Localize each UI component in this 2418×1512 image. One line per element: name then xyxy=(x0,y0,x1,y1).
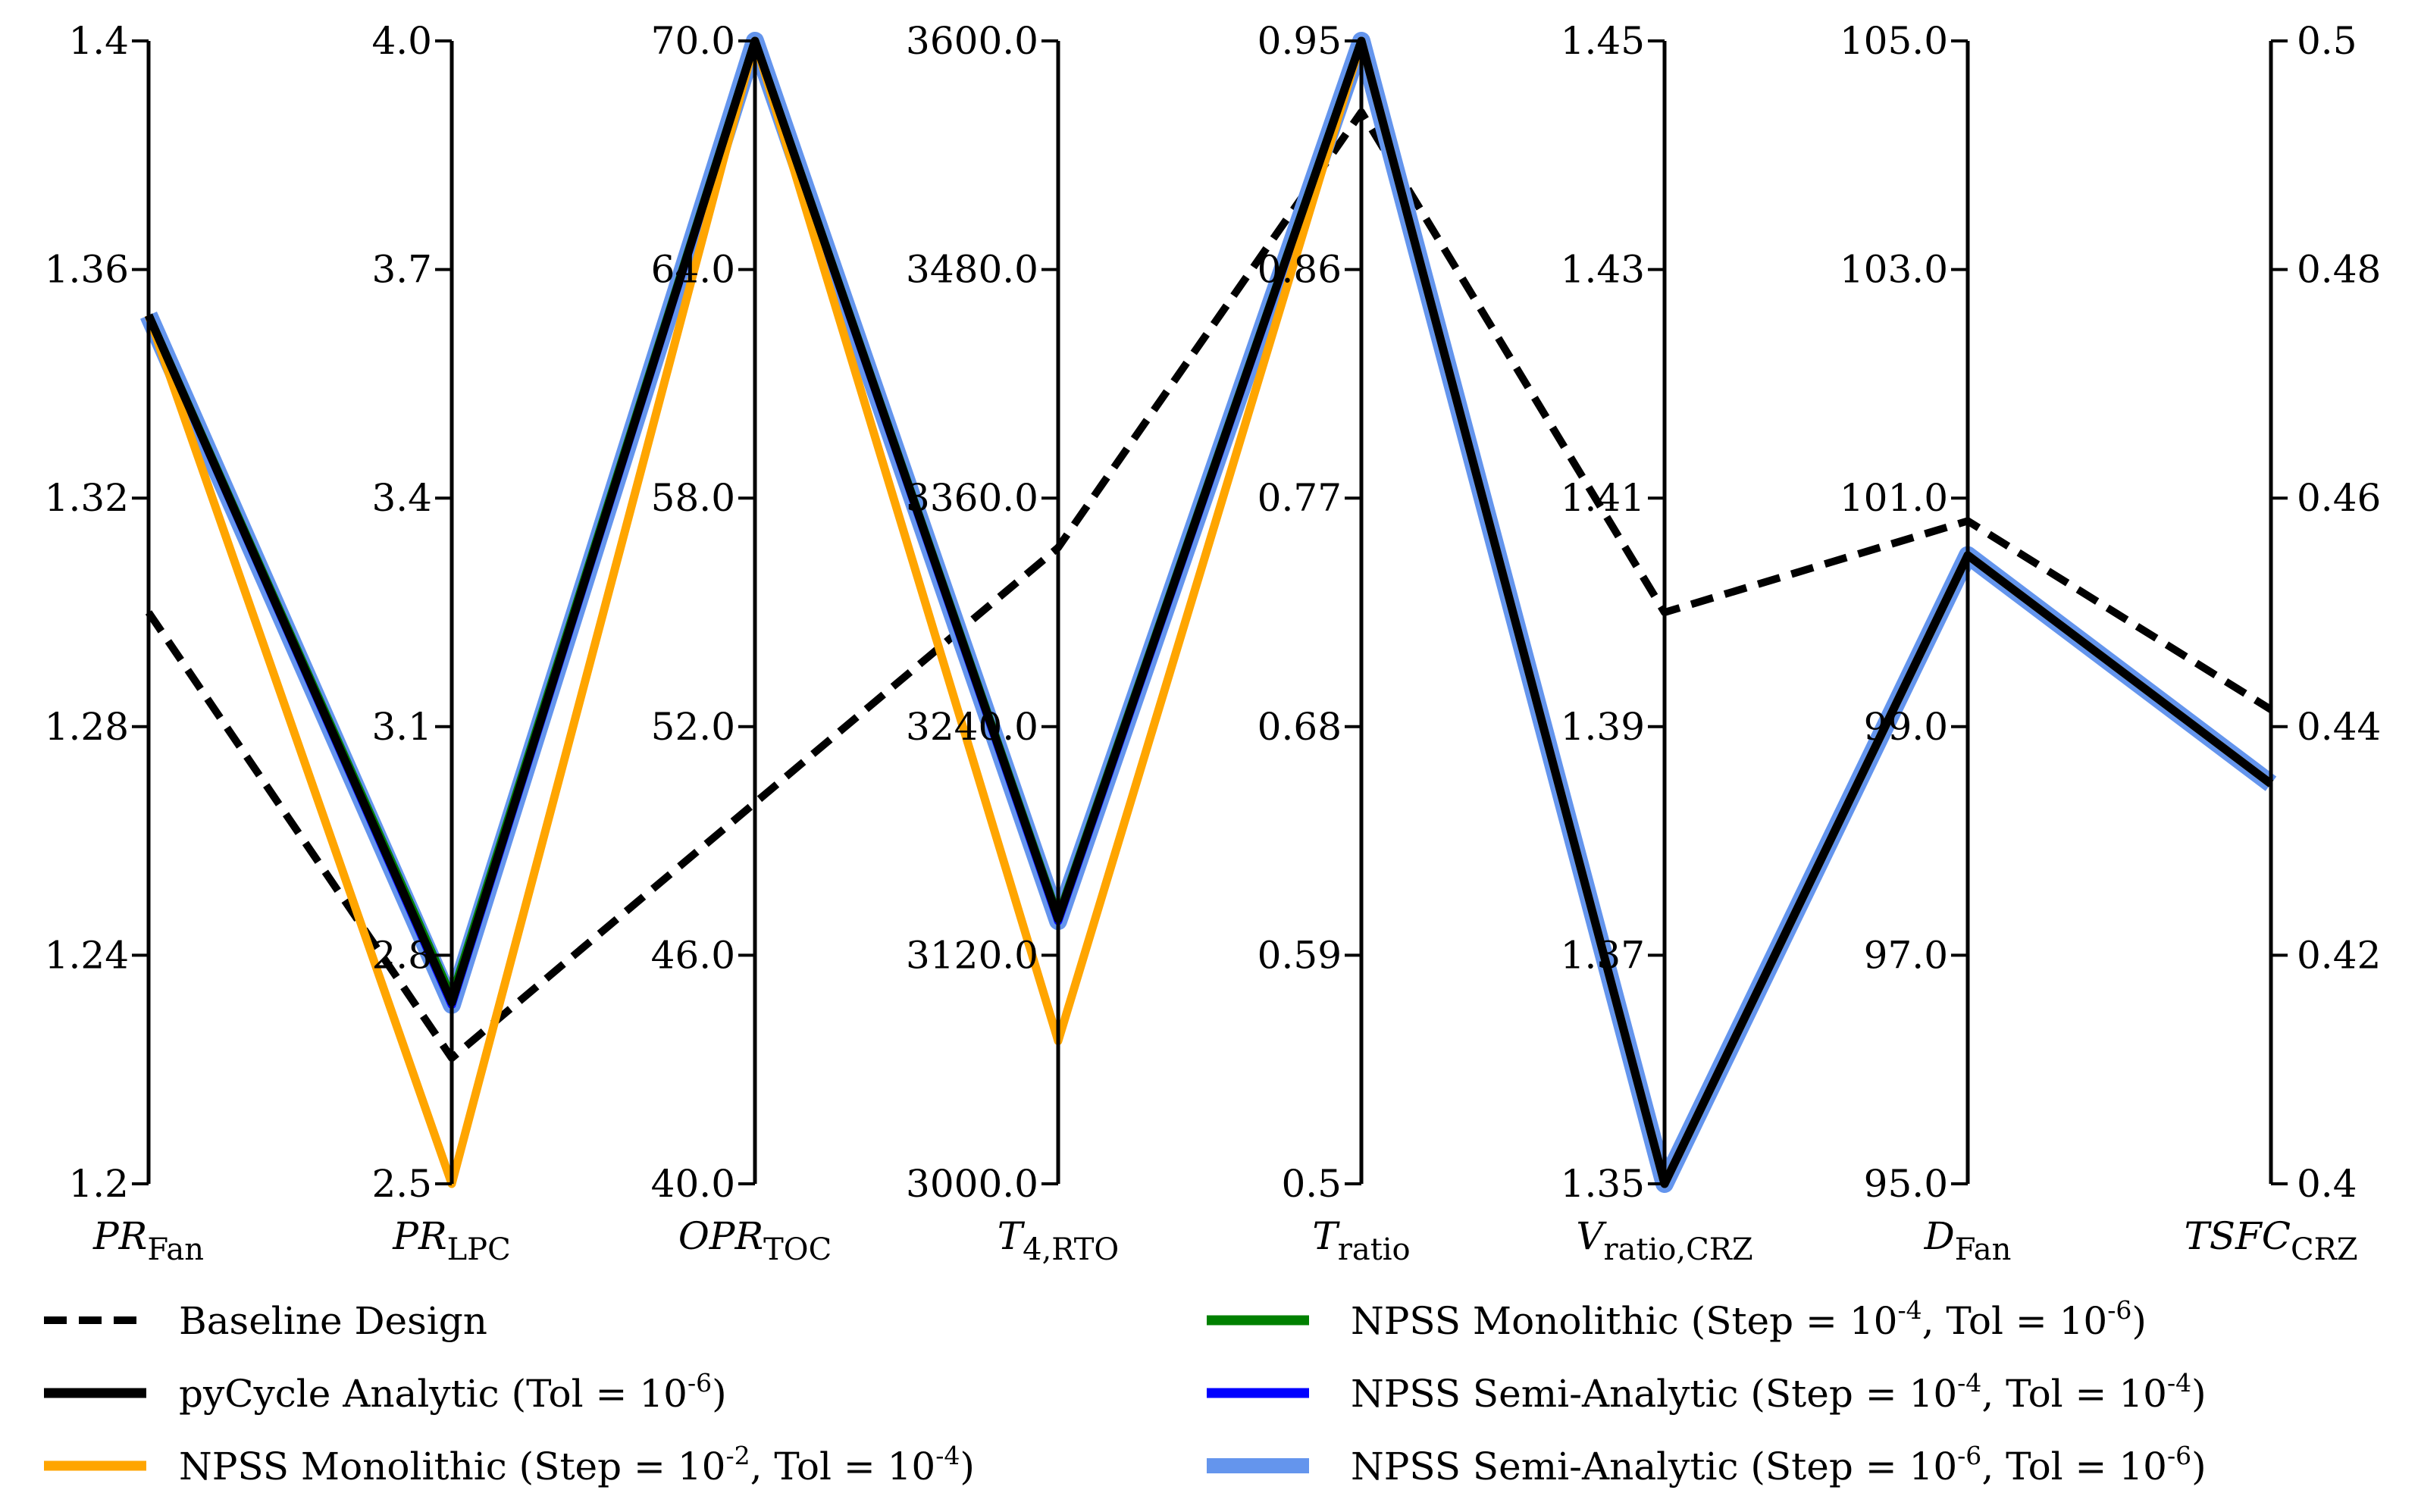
tick-label: 0.5 xyxy=(1281,1162,1342,1206)
tick-label: 1.28 xyxy=(45,705,129,749)
legend-label: NPSS Semi-Analytic (Step = 10-6, Tol = 1… xyxy=(1351,1441,2207,1489)
axis-8: 0.4 0.42 0.44 0.46 0.48 0.5 TSFCCRZ xyxy=(2184,19,2381,1267)
tick-label: 0.44 xyxy=(2297,705,2381,749)
tick-label: 0.68 xyxy=(1258,705,1342,749)
tick-label: 0.5 xyxy=(2297,19,2357,63)
axis-4: 3000.0 3120.0 3240.0 3360.0 3480.0 3600.0 T4,R… xyxy=(906,19,1119,1267)
axis-title: T4,RTO xyxy=(998,1214,1119,1267)
axis-title: PRLPC xyxy=(392,1214,510,1267)
tick-label: 3360.0 xyxy=(906,476,1038,520)
tick-label: 0.95 xyxy=(1258,19,1342,63)
tick-label: 1.39 xyxy=(1561,705,1645,749)
legend-item-pycycle-analytic-tol-10-6: pyCycle Analytic (Tol = 10-6) xyxy=(44,1368,727,1416)
tick-label: 0.48 xyxy=(2297,248,2381,292)
tick-label: 0.46 xyxy=(2297,476,2381,520)
tick-label: 1.36 xyxy=(45,248,129,292)
legend-label: NPSS Monolithic (Step = 10-4, Tol = 10-6… xyxy=(1351,1295,2147,1343)
axis-title: OPRTOC xyxy=(678,1214,832,1267)
tick-label: 1.24 xyxy=(45,933,129,977)
tick-label: 103.0 xyxy=(1840,248,1948,292)
legend-item-npss-semi-analytic-step-10-4-tol-10-4: NPSS Semi-Analytic (Step = 10-4, Tol = 1… xyxy=(1207,1368,2207,1416)
axis-6: 1.35 1.37 1.39 1.41 1.43 1.45 Vratio,CRZ xyxy=(1561,19,1753,1267)
legend-label: NPSS Semi-Analytic (Step = 10-4, Tol = 1… xyxy=(1351,1368,2207,1416)
legend-item-baseline-design: Baseline Design xyxy=(44,1299,487,1343)
tick-label: 1.45 xyxy=(1561,19,1645,63)
axis-title: TSFCCRZ xyxy=(2184,1214,2357,1267)
tick-label: 0.4 xyxy=(2297,1162,2357,1206)
tick-label: 3240.0 xyxy=(906,705,1038,749)
legend-label: pyCycle Analytic (Tol = 10-6) xyxy=(179,1368,727,1416)
series-line-npss-semi-analytic-step-10-4-tol-10-4 xyxy=(144,36,2274,1188)
series-line-npss-semi-analytic-step-10-6-tol-10-6 xyxy=(140,32,2277,1193)
axis-title: Tratio xyxy=(1312,1214,1410,1267)
tick-label: 101.0 xyxy=(1840,476,1948,520)
series-line-baseline-design xyxy=(145,108,2273,1063)
tick-label: 1.37 xyxy=(1561,933,1645,977)
axis-5: 0.5 0.59 0.68 0.77 0.86 0.95 Tratio xyxy=(1258,19,1411,1267)
tick-label: 0.77 xyxy=(1258,476,1342,520)
tick-label: 95.0 xyxy=(1864,1162,1948,1206)
tick-label: 58.0 xyxy=(651,476,735,520)
tick-label: 1.43 xyxy=(1561,248,1645,292)
tick-label: 105.0 xyxy=(1840,19,1948,63)
tick-label: 3120.0 xyxy=(906,933,1038,977)
tick-label: 0.59 xyxy=(1258,933,1342,977)
axis-3: 40.0 46.0 52.0 58.0 64.0 70.0 OPRTOC xyxy=(651,19,832,1267)
axes: 1.2 1.24 1.28 1.32 1.36 1.4 PRFan 2.5 2.8 3.1 3.4 3… xyxy=(45,19,2382,1267)
tick-label: 40.0 xyxy=(651,1162,735,1206)
axis-2: 2.5 2.8 3.1 3.4 3.7 4.0 PRLPC xyxy=(371,19,510,1267)
legend-item-npss-semi-analytic-step-10-6-tol-10-6: NPSS Semi-Analytic (Step = 10-6, Tol = 1… xyxy=(1207,1441,2207,1489)
legend-label: NPSS Monolithic (Step = 10-2, Tol = 10-4… xyxy=(179,1441,975,1489)
tick-label: 4.0 xyxy=(371,19,432,63)
tick-label: 3.7 xyxy=(371,248,432,292)
tick-label: 2.8 xyxy=(371,933,432,977)
tick-label: 3.4 xyxy=(371,476,432,520)
tick-label: 1.2 xyxy=(68,1162,129,1206)
legend-label: Baseline Design xyxy=(179,1299,487,1343)
tick-label: 3600.0 xyxy=(906,19,1038,63)
tick-label: 64.0 xyxy=(651,248,735,292)
tick-label: 70.0 xyxy=(651,19,735,63)
axis-title: DFan xyxy=(1924,1214,2012,1267)
tick-label: 1.41 xyxy=(1561,476,1645,520)
tick-label: 0.42 xyxy=(2297,933,2381,977)
series-line-npss-monolithic-step-10-2-tol-10-4 xyxy=(144,36,2274,1188)
tick-label: 3.1 xyxy=(371,705,432,749)
legend-item-npss-monolithic-step-10-2-tol-10-4: NPSS Monolithic (Step = 10-2, Tol = 10-4… xyxy=(44,1441,975,1489)
tick-label: 2.5 xyxy=(371,1162,432,1206)
tick-label: 3000.0 xyxy=(906,1162,1038,1206)
tick-label: 0.86 xyxy=(1258,248,1342,292)
axis-7: 95.0 97.0 99.0 101.0 103.0 105.0 DFan xyxy=(1840,19,2012,1267)
tick-label: 3480.0 xyxy=(906,248,1038,292)
tick-label: 99.0 xyxy=(1864,705,1948,749)
tick-label: 1.32 xyxy=(45,476,129,520)
axis-title: PRFan xyxy=(92,1214,204,1267)
axis-1: 1.2 1.24 1.28 1.32 1.36 1.4 PRFan xyxy=(45,19,204,1267)
tick-label: 1.4 xyxy=(68,19,129,63)
series-line-npss-monolithic-step-10-4-tol-10-6 xyxy=(144,36,2274,1188)
tick-label: 1.35 xyxy=(1561,1162,1645,1206)
series-lines xyxy=(140,32,2277,1193)
legend-item-npss-monolithic-step-10-4-tol-10-6: NPSS Monolithic (Step = 10-4, Tol = 10-6… xyxy=(1207,1295,2147,1343)
tick-label: 52.0 xyxy=(651,705,735,749)
axis-title: Vratio,CRZ xyxy=(1576,1214,1752,1267)
tick-label: 46.0 xyxy=(651,933,735,977)
legend: Baseline Design pyCycle Analytic (Tol = 1… xyxy=(44,1295,2207,1489)
series-line-pycycle-analytic-tol-10-6 xyxy=(144,36,2274,1188)
tick-label: 97.0 xyxy=(1864,933,1948,977)
